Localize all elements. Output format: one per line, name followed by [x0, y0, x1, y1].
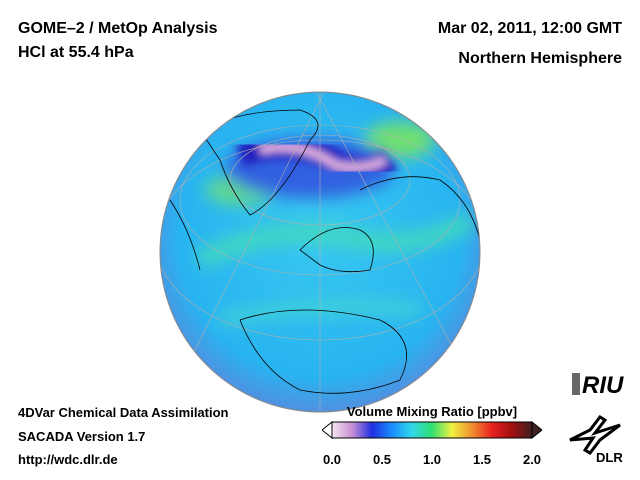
colorbar-scale: [331, 421, 533, 439]
colorbar-over-arrow: [531, 421, 542, 439]
colorbar-tick-label: 1.0: [422, 452, 442, 467]
url-link[interactable]: http://wdc.dlr.de: [18, 452, 118, 467]
region-label: Northern Hemisphere: [458, 50, 622, 67]
colorbar-tick-label: 0.5: [372, 452, 392, 467]
colorbar-tick-label: 0.0: [322, 452, 342, 467]
colorbar-tick-label: 1.5: [472, 452, 492, 467]
method-label: 4DVar Chemical Data Assimilation: [18, 405, 229, 420]
graticule: [160, 92, 480, 412]
dlr-logo-icon: [569, 415, 621, 455]
colorbar-tick-label: 2.0: [522, 452, 542, 467]
coastlines: [169, 109, 480, 394]
riu-logo: RIU: [572, 372, 623, 400]
date-label: Mar 02, 2011, 12:00 GMT: [437, 20, 622, 37]
colorbar-title: Volume Mixing Ratio [ppbv]: [346, 404, 518, 419]
title: GOME–2 / MetOp Analysis: [18, 20, 218, 37]
version-label: SACADA Version 1.7: [18, 429, 146, 444]
colorbar: [322, 421, 542, 439]
subtitle: HCl at 55.4 hPa: [18, 44, 134, 61]
dlr-logo-text: DLR: [596, 450, 623, 465]
colorbar-under-arrow: [322, 421, 333, 439]
